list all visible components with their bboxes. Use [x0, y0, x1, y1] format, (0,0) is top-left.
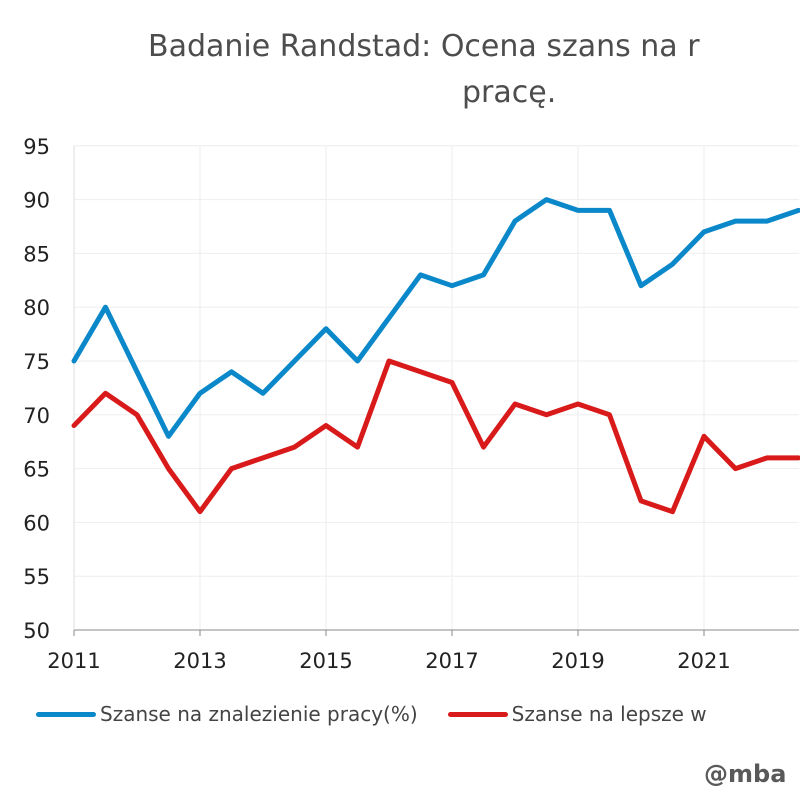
x-tick-label: 2019 — [551, 649, 604, 673]
legend-swatch-0 — [36, 711, 96, 717]
y-tick-label: 80 — [23, 296, 50, 320]
title-line-2: pracę. — [462, 75, 557, 110]
y-tick-label: 60 — [23, 511, 50, 535]
y-tick-label: 90 — [23, 189, 50, 213]
y-tick-label: 55 — [23, 565, 50, 589]
series-line-0 — [71, 197, 800, 439]
legend-swatch-1 — [447, 711, 508, 717]
watermark: @mba — [704, 760, 787, 788]
chart-title: Badanie Randstad: Ocena szans na r pracę… — [0, 24, 800, 116]
x-tick-label: 2013 — [173, 649, 226, 673]
y-tick-label: 85 — [23, 242, 50, 266]
x-tick-label: 2017 — [425, 649, 478, 673]
x-tick-label: 2021 — [677, 649, 730, 673]
legend: Szanse na znalezienie pracy(%) Szanse na… — [36, 702, 796, 726]
y-tick-label: 95 — [23, 135, 50, 159]
y-tick-label: 70 — [23, 404, 50, 428]
y-tick-label: 50 — [23, 619, 50, 643]
y-tick-label: 65 — [23, 458, 50, 482]
legend-label-0: Szanse na znalezienie pracy(%) — [100, 702, 418, 726]
y-tick-label: 75 — [23, 350, 50, 374]
series-line-1 — [71, 358, 800, 515]
x-tick-label: 2011 — [47, 649, 100, 673]
title-line-1: Badanie Randstad: Ocena szans na r — [148, 29, 700, 64]
x-tick-label: 2015 — [299, 649, 352, 673]
legend-label-1: Szanse na lepsze w — [511, 702, 707, 726]
